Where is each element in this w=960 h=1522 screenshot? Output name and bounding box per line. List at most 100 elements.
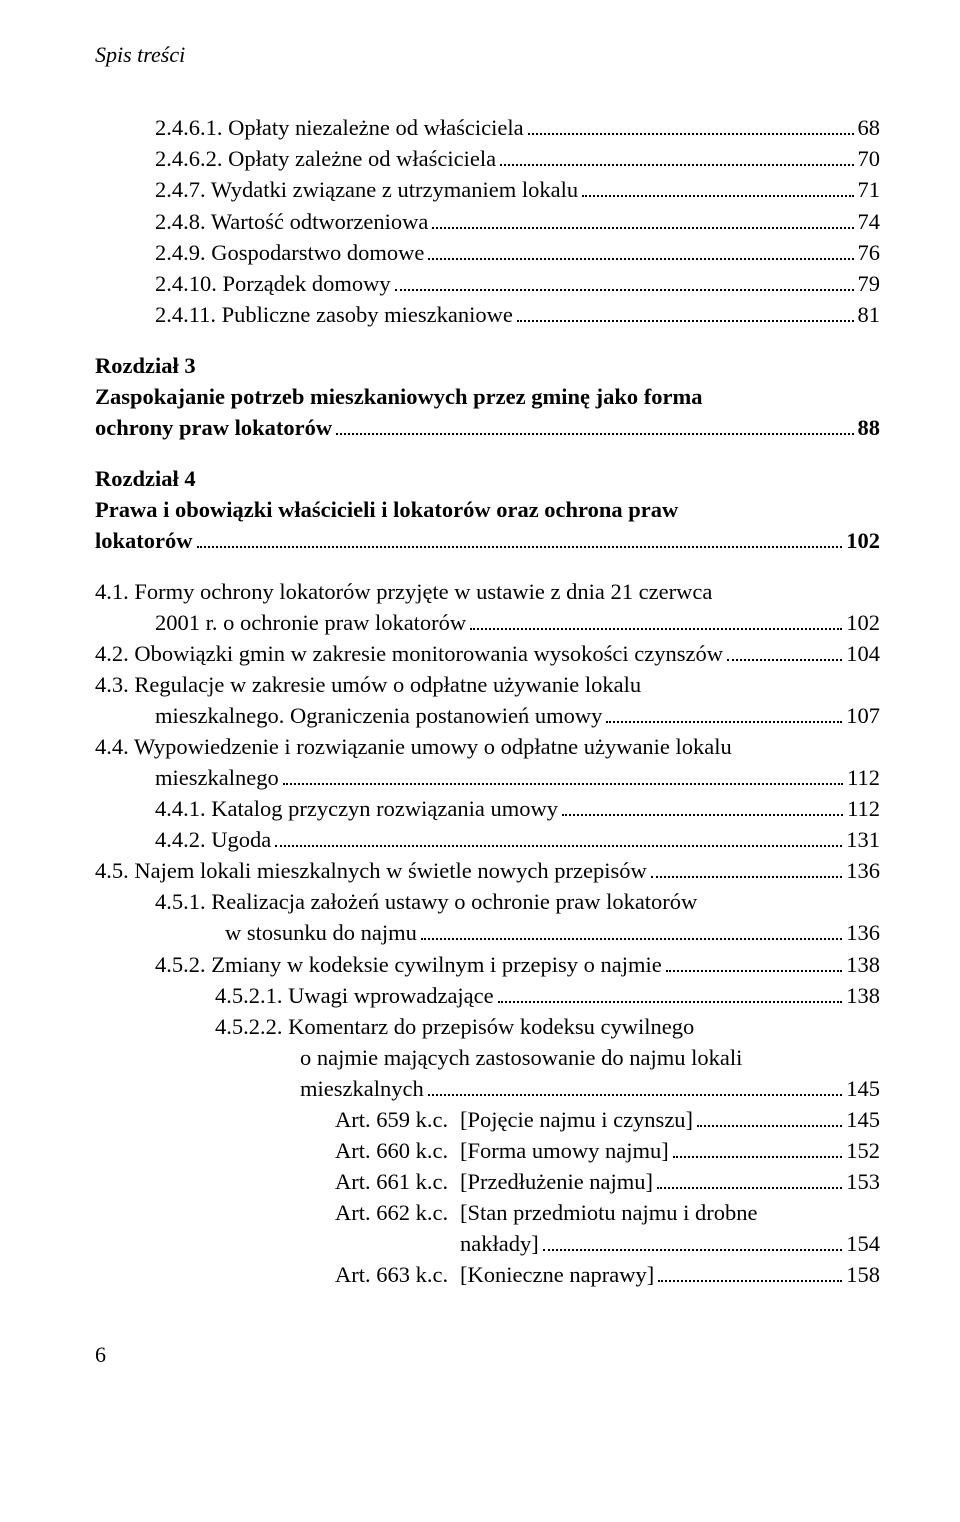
toc-entry: 4.4.2. Ugoda131 [95,824,880,855]
toc-entry: 4.5.2. Zmiany w kodeksie cywilnym i prze… [95,949,880,980]
toc-entry: 2.4.6.1. Opłaty niezależne od właściciel… [95,112,880,143]
toc-leader-dots [673,1156,843,1158]
toc-entry: mieszkalnych145 [95,1073,880,1104]
toc-text: 4.4.2. Ugoda [155,824,271,855]
toc-page: 153 [846,1166,880,1197]
article-bracket: [Pojęcie najmu i czynszu] [460,1104,693,1135]
toc-entry: 4.4.1. Katalog przyczyn rozwiązania umow… [95,793,880,824]
toc-text: 4.5.2.1. Uwagi wprowadzające [215,980,494,1011]
toc-text: 2.4.9. Gospodarstwo domowe [155,237,424,268]
toc-entry: ochrony praw lokatorów88 [95,412,880,443]
toc-text: mieszkalnego [155,762,279,793]
toc-entry: w stosunku do najmu 136 [95,917,880,948]
toc-page: 138 [846,949,880,980]
toc-entry: 4.2. Obowiązki gmin w zakresie monitorow… [95,638,880,669]
toc-text: 2.4.7. Wydatki związane z utrzymaniem lo… [155,174,578,205]
toc-entry: 4.5.2.1. Uwagi wprowadzające 138 [95,980,880,1011]
toc-leader-dots [528,133,854,135]
toc-text-line: 4.4. Wypowiedzenie i rozwiązanie umowy o… [95,731,880,762]
toc-leader-dots [428,258,853,260]
toc-article-entry: Art. 662 k.c.[Stan przedmiotu najmu i dr… [95,1197,880,1228]
toc-entry: 2.4.10. Porządek domowy 79 [95,268,880,299]
toc-leader-dots [428,1094,843,1096]
toc-text: 4.4.1. Katalog przyczyn rozwiązania umow… [155,793,558,824]
toc-page: 136 [846,917,880,948]
toc-entry-multiline: 4.1. Formy ochrony lokatorów przyjęte w … [95,576,880,638]
article-bracket: [Stan przedmiotu najmu i drobne [460,1197,757,1228]
toc-entry-multiline: 4.4. Wypowiedzenie i rozwiązanie umowy o… [95,731,880,793]
toc-leader-dots [582,195,853,197]
toc-article-entry: Art. 659 k.c.[Pojęcie najmu i czynszu]14… [95,1104,880,1135]
toc-text-line: 4.3. Regulacje w zakresie umów o odpłatn… [95,669,880,700]
toc-leader-dots [543,1249,843,1251]
toc-text: mieszkalnego. Ograniczenia postanowień u… [155,700,602,731]
toc-entry-multiline: 4.5.2.2. Komentarz do przepisów kodeksu … [95,1011,880,1104]
toc-text: 4.2. Obowiązki gmin w zakresie monitorow… [95,638,723,669]
toc-page: 107 [846,700,880,731]
toc-leader-dots [657,1187,842,1189]
toc-article-entry: Art. 660 k.c.[Forma umowy najmu] 152 [95,1135,880,1166]
toc-leader-dots [606,721,842,723]
toc-entry-multiline: 4.5.1. Realizacja założeń ustawy o ochro… [95,886,880,948]
toc-text-line: 4.5.2.2. Komentarz do przepisów kodeksu … [95,1011,880,1042]
toc-entry: 2.4.9. Gospodarstwo domowe76 [95,237,880,268]
chapter-label: Rozdział 3 [95,350,880,381]
toc-text: 2.4.6.2. Opłaty zależne od właściciela [155,143,496,174]
toc-leader-dots [283,783,843,785]
toc-text: lokatorów [95,525,193,556]
toc-article-entry: Art. 663 k.c.[Konieczne naprawy]158 [95,1259,880,1290]
toc-leader-dots [275,845,842,847]
toc-text: mieszkalnych [300,1073,424,1104]
toc-article-entry: Art. 661 k.c.[Przedłużenie najmu]153 [95,1166,880,1197]
article-label: Art. 663 k.c. [335,1259,460,1290]
toc-text: w stosunku do najmu [225,917,417,948]
toc-text: 2001 r. o ochronie praw lokatorów [155,607,466,638]
toc-text: 4.5. Najem lokali mieszkalnych w świetle… [95,855,647,886]
toc-text-line: Zaspokajanie potrzeb mieszkaniowych prze… [95,381,880,412]
toc-article-continuation: nakłady]154 [95,1228,880,1259]
toc-entry-multiline: 4.3. Regulacje w zakresie umów o odpłatn… [95,669,880,731]
toc-page: 152 [846,1135,880,1166]
toc-leader-dots [470,628,842,630]
toc-leader-dots [658,1280,842,1282]
article-bracket: nakłady] [460,1228,539,1259]
toc-leader-dots [651,876,843,878]
toc-text-line: 4.1. Formy ochrony lokatorów przyjęte w … [95,576,880,607]
toc-page: 81 [858,299,881,330]
page-number: 6 [95,1340,880,1370]
toc-entry: 2.4.6.2. Opłaty zależne od właściciela 70 [95,143,880,174]
toc-text-line: 4.5.1. Realizacja założeń ustawy o ochro… [95,886,880,917]
toc-entry: 2001 r. o ochronie praw lokatorów102 [95,607,880,638]
toc-entry: mieszkalnego. Ograniczenia postanowień u… [95,700,880,731]
toc-leader-dots [500,164,853,166]
toc-leader-dots [432,227,853,229]
toc-page: 112 [847,762,880,793]
toc-page: 102 [846,525,880,556]
chapter-label: Rozdział 4 [95,463,880,494]
toc-leader-dots [727,659,842,661]
toc-text: 2.4.8. Wartość odtworzeniowa [155,206,428,237]
article-bracket: [Forma umowy najmu] [460,1135,669,1166]
toc-page: 136 [846,855,880,886]
toc-entry: 4.5. Najem lokali mieszkalnych w świetle… [95,855,880,886]
toc-page: 71 [858,174,881,205]
toc-text: ochrony praw lokatorów [95,412,332,443]
toc-entry: 2.4.11. Publiczne zasoby mieszkaniowe81 [95,299,880,330]
page-header: Spis treści [95,40,880,70]
toc-text: 4.5.2. Zmiany w kodeksie cywilnym i prze… [155,949,662,980]
toc-leader-dots [562,814,843,816]
toc-page: 104 [846,638,880,669]
toc-text: 2.4.10. Porządek domowy [155,268,391,299]
toc-leader-dots [197,546,843,548]
toc-page: 68 [858,112,881,143]
article-bracket: [Przedłużenie najmu] [460,1166,653,1197]
toc-page: 74 [858,206,881,237]
article-label: Art. 662 k.c. [335,1197,460,1228]
article-label: Art. 660 k.c. [335,1135,460,1166]
toc-leader-dots [498,1001,843,1003]
toc-page: 138 [846,980,880,1011]
toc-entry: 2.4.7. Wydatki związane z utrzymaniem lo… [95,174,880,205]
toc-leader-dots [395,289,854,291]
toc-page: 79 [858,268,881,299]
toc-page: 70 [858,143,881,174]
